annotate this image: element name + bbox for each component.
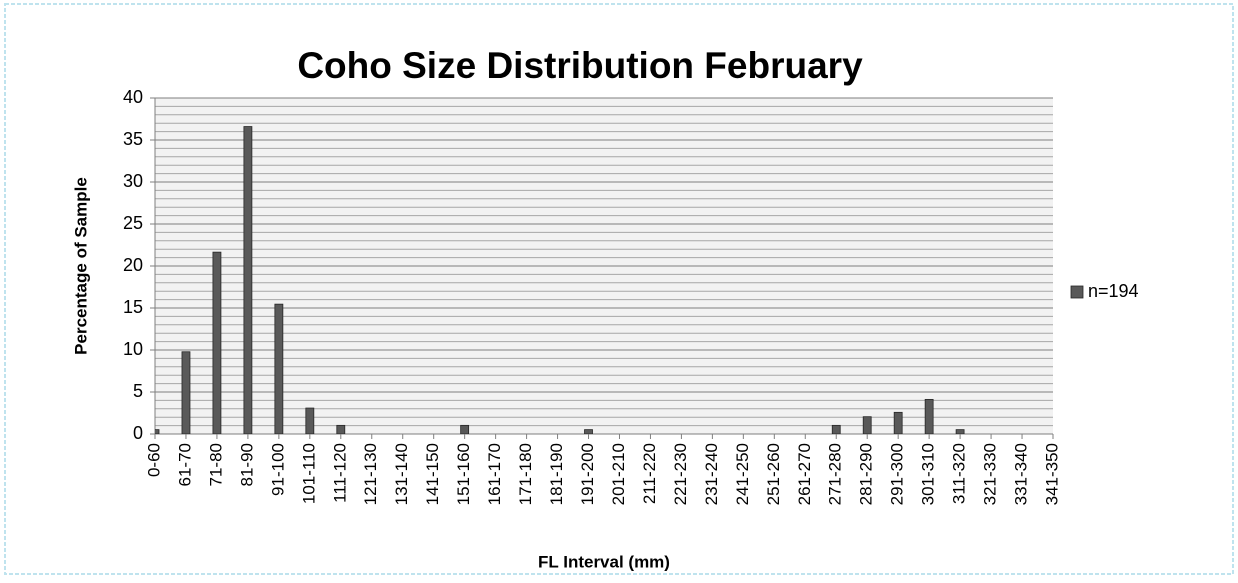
- y-tick-label: 35: [123, 129, 143, 149]
- x-tick-label: 261-270: [795, 443, 814, 505]
- bar: [955, 429, 965, 434]
- y-tick-label: 0: [133, 423, 143, 443]
- x-tick-label: 121-130: [361, 443, 380, 505]
- y-tick-label: 5: [133, 381, 143, 401]
- bar: [862, 416, 872, 434]
- chart-title: Coho Size Distribution February: [297, 45, 863, 86]
- x-tick-label: 111-120: [330, 443, 349, 503]
- x-tick-label: 81-90: [237, 443, 256, 486]
- x-tick-label: 321-330: [981, 443, 1000, 505]
- x-tick-label: 0-60: [144, 443, 163, 477]
- bar: [155, 429, 160, 434]
- x-tick-label: 191-200: [578, 443, 597, 505]
- x-tick-label: 341-350: [1042, 443, 1061, 505]
- x-tick-label: 231-240: [702, 443, 721, 505]
- x-tick-label: 311-320: [950, 443, 969, 504]
- bar: [336, 424, 346, 434]
- y-tick-label: 30: [123, 171, 143, 191]
- x-tick-label: 101-110: [299, 443, 318, 504]
- x-tick-label: 71-80: [206, 443, 225, 486]
- y-axis-label: Percentage of Sample: [71, 177, 90, 355]
- bar: [924, 398, 934, 434]
- x-tick-label: 141-150: [423, 443, 442, 505]
- x-tick-label: 281-290: [857, 443, 876, 505]
- x-tick-label: 331-340: [1012, 443, 1031, 505]
- legend-label: n=194: [1088, 281, 1139, 301]
- x-tick-label: 301-310: [919, 443, 938, 505]
- y-tick-label: 15: [123, 297, 143, 317]
- bar: [181, 351, 191, 434]
- x-tick-label: 201-210: [609, 443, 628, 505]
- x-tick-label: 291-300: [888, 443, 907, 505]
- bar: [212, 251, 222, 434]
- bar: [274, 303, 284, 434]
- x-tick-label: 271-280: [826, 443, 845, 505]
- bar: [243, 126, 253, 434]
- x-tick-label: 251-260: [764, 443, 783, 505]
- x-tick-label: 241-250: [733, 443, 752, 505]
- x-tick-label: 131-140: [392, 443, 411, 505]
- x-tick-label: 91-100: [268, 443, 287, 496]
- y-tick-label: 25: [123, 213, 143, 233]
- x-axis-label: FL Interval (mm): [538, 552, 670, 571]
- y-tick-label: 10: [123, 339, 143, 359]
- x-tick-label: 181-190: [547, 443, 566, 505]
- bar: [460, 424, 470, 434]
- bar: [305, 407, 315, 434]
- x-tick-label: 221-230: [671, 443, 690, 505]
- x-tick-label: 61-70: [175, 443, 194, 486]
- x-tick-label: 211-220: [640, 443, 659, 504]
- y-tick-label: 20: [123, 255, 143, 275]
- bar: [584, 429, 593, 434]
- bar: [831, 424, 841, 434]
- x-tick-label: 161-170: [485, 443, 504, 505]
- legend-swatch: [1070, 285, 1084, 299]
- x-tick-label: 171-180: [516, 443, 535, 505]
- y-tick-label: 40: [123, 87, 143, 107]
- x-tick-label: 151-160: [454, 443, 473, 505]
- bars: [155, 126, 965, 434]
- bar: [893, 411, 903, 434]
